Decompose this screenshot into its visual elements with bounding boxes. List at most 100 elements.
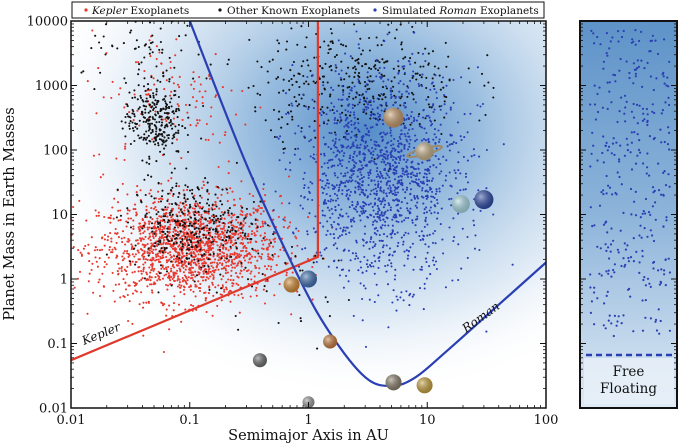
- known-exoplanet-point: [218, 220, 221, 224]
- known-exoplanet-point: [155, 88, 158, 91]
- known-exoplanet-point: [192, 196, 195, 199]
- free-floating-point: [609, 40, 612, 43]
- kepler-point: [124, 147, 127, 150]
- roman-point: [282, 218, 285, 221]
- roman-point: [388, 184, 391, 187]
- roman-point: [433, 229, 437, 233]
- known-exoplanet-point: [116, 188, 119, 191]
- known-exoplanet-point: [395, 28, 398, 31]
- roman-point: [369, 161, 372, 164]
- kepler-point: [113, 197, 116, 200]
- roman-point: [338, 235, 341, 238]
- known-exoplanet-point: [137, 84, 140, 87]
- known-exoplanet-point: [159, 150, 162, 153]
- kepler-point: [136, 239, 139, 242]
- kepler-point: [182, 263, 185, 266]
- free-floating-point: [604, 221, 607, 224]
- roman-point: [443, 94, 446, 97]
- roman-point: [336, 176, 339, 179]
- known-exoplanet-point: [161, 230, 164, 233]
- free-floating-point: [643, 118, 646, 121]
- known-exoplanet-point: [394, 37, 397, 40]
- roman-point: [425, 277, 428, 280]
- roman-point: [375, 170, 378, 173]
- roman-point: [439, 108, 442, 111]
- roman-point: [357, 78, 360, 81]
- roman-point: [274, 190, 277, 193]
- kepler-point: [179, 259, 182, 262]
- roman-point: [390, 236, 393, 239]
- roman-point: [322, 120, 325, 123]
- kepler-point: [86, 80, 89, 83]
- known-exoplanet-point: [166, 199, 169, 203]
- kepler-point: [123, 268, 126, 271]
- roman-point: [409, 63, 412, 66]
- roman-point: [333, 259, 336, 262]
- roman-point: [349, 157, 352, 160]
- known-exoplanet-point: [188, 189, 192, 192]
- roman-point: [426, 159, 429, 162]
- kepler-point: [155, 57, 158, 61]
- roman-point: [303, 171, 306, 174]
- kepler-point: [184, 260, 187, 263]
- kepler-point: [135, 260, 138, 264]
- known-exoplanet-point: [162, 141, 165, 144]
- known-exoplanet-point: [337, 84, 340, 87]
- roman-point: [416, 172, 419, 175]
- kepler-point: [261, 253, 264, 256]
- known-exoplanet-point: [438, 105, 441, 108]
- known-exoplanet-point: [327, 51, 330, 55]
- planet-shading: [416, 377, 433, 394]
- roman-point: [377, 182, 380, 186]
- known-exoplanet-point: [250, 222, 253, 225]
- roman-point: [403, 119, 406, 122]
- kepler-point: [200, 213, 203, 216]
- known-exoplanet-point: [299, 320, 303, 323]
- kepler-point: [210, 264, 213, 268]
- known-exoplanet-point: [133, 47, 136, 50]
- known-exoplanet-point: [199, 194, 202, 197]
- free-floating-point: [593, 291, 596, 294]
- free-floating-point: [615, 141, 618, 144]
- kepler-point: [150, 207, 153, 210]
- roman-point: [392, 168, 395, 171]
- roman-point: [449, 108, 452, 111]
- roman-point: [292, 232, 295, 235]
- known-exoplanet-point: [212, 222, 215, 225]
- roman-point: [435, 267, 438, 271]
- kepler-point: [116, 201, 120, 204]
- known-exoplanet-point: [174, 220, 177, 223]
- roman-point: [425, 176, 428, 179]
- kepler-point: [241, 214, 244, 217]
- known-exoplanet-point: [171, 213, 174, 216]
- known-exoplanet-point: [207, 210, 210, 213]
- kepler-point: [145, 301, 148, 304]
- known-exoplanet-point: [181, 238, 184, 241]
- roman-point: [353, 220, 356, 223]
- roman-point: [393, 233, 396, 236]
- kepler-point: [267, 258, 270, 261]
- known-exoplanet-point: [326, 300, 329, 303]
- kepler-point: [203, 260, 206, 263]
- known-exoplanet-point: [295, 80, 298, 83]
- known-exoplanet-point: [275, 77, 278, 80]
- kepler-point: [199, 224, 202, 227]
- kepler-point: [172, 230, 175, 233]
- roman-point: [438, 138, 441, 141]
- planet-shading: [283, 276, 300, 293]
- known-exoplanet-point: [194, 210, 197, 214]
- roman-point: [321, 110, 324, 113]
- known-exoplanet-point: [164, 95, 167, 98]
- kepler-point: [172, 82, 175, 85]
- kepler-point: [163, 303, 166, 306]
- known-exoplanet-point: [410, 91, 414, 94]
- roman-point: [387, 78, 390, 81]
- kepler-point: [211, 314, 214, 317]
- roman-point: [371, 146, 374, 150]
- known-exoplanet-point: [178, 35, 181, 38]
- roman-point: [406, 140, 409, 143]
- known-exoplanet-point: [259, 93, 262, 96]
- kepler-point: [220, 236, 223, 239]
- known-exoplanet-point: [174, 202, 177, 205]
- free-floating-point: [644, 316, 647, 319]
